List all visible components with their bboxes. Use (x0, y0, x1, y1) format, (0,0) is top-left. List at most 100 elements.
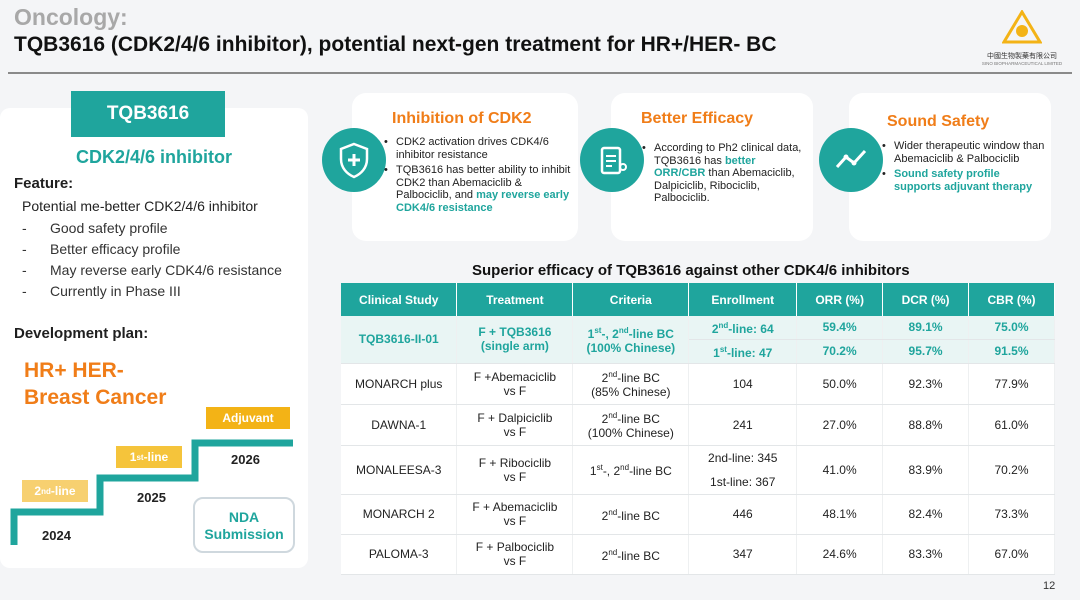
card-bullets: According to Ph2 clinical data, TQB3616 … (642, 142, 808, 208)
criteria-cell: 2nd-line BC (100% Chinese) (572, 404, 690, 446)
table-row: PALOMA-3 F + Palbociclib vs F 2nd-line BC… (341, 534, 1055, 575)
study-cell: MONALEESA-3 (341, 445, 458, 495)
treatment-cell: F + Palbociclib vs F (456, 534, 574, 575)
study-cell: MONARCH plus (341, 363, 458, 405)
enrollment-cell: 2nd-line: 345 1st-line: 367 (688, 445, 798, 495)
study-cell: PALOMA-3 (341, 534, 458, 575)
table-header-row: Clinical Study Treatment Criteria Enroll… (341, 283, 1055, 316)
enrollment-cell: 241 (688, 404, 798, 446)
table-row-tqb3616-b: 1st-line: 47 70.2% 95.7% 91.5% (341, 339, 1055, 364)
list-item: According to Ph2 clinical data, TQB3616 … (642, 142, 808, 205)
treatment-cell: F + TQB3616 (single arm) (456, 316, 574, 364)
column-header: Treatment (456, 283, 574, 316)
column-header: Clinical Study (341, 283, 458, 316)
dcr-cell: 83.9% (882, 445, 970, 495)
nda-submission-badge: NDA Submission (193, 497, 295, 553)
logo-triangle-icon (1001, 9, 1043, 44)
shield-plus-icon (322, 128, 386, 192)
enrollment-cell: 347 (688, 534, 798, 575)
year-2025: 2025 (137, 490, 166, 505)
list-item: CDK2 activation drives CDK4/6 inhibitor … (384, 136, 572, 161)
card-bullets: CDK2 activation drives CDK4/6 inhibitor … (384, 136, 572, 217)
study-cell: TQB3616-II-01 (341, 316, 458, 364)
criteria-cell: 1st-, 2nd-line BC (572, 445, 690, 495)
treatment-cell: F +Abemaciclib vs F (456, 363, 574, 405)
enrollment-cell: 104 (688, 363, 798, 405)
drug-class: CDK2/4/6 inhibitor (75, 147, 232, 167)
trend-line-icon (819, 128, 883, 192)
table-row: MONARCH 2 F + Abemaciclib vs F 2nd-line B… (341, 494, 1055, 535)
slide-title: TQB3616 (CDK2/4/6 inhibitor), potential … (14, 33, 777, 56)
orr-cell: 41.0% (796, 445, 884, 495)
dcr-cell: 92.3% (882, 363, 970, 405)
header-divider (8, 72, 1072, 74)
table-row-tqb3616: TQB3616-II-01 F + TQB3616 (single arm) 1s… (341, 316, 1055, 364)
enrollment-cell: 1st-line: 47 (688, 339, 798, 364)
dcr-cell: 95.7% (882, 339, 970, 364)
column-header: ORR (%) (796, 283, 884, 316)
orr-cell: 59.4% (796, 316, 884, 340)
enrollment-cell: 446 (688, 494, 798, 535)
card-title: Inhibition of CDK2 (392, 110, 532, 127)
drug-name-tag: TQB3616 (71, 91, 225, 137)
company-logo: 中國生物製藥有限公司 SINO BIOPHARMACEUTICAL LIMITE… (980, 9, 1064, 66)
orr-cell: 70.2% (796, 339, 884, 364)
card-title: Better Efficacy (641, 110, 754, 127)
orr-cell: 24.6% (796, 534, 884, 575)
list-item: - Better efficacy profile (22, 241, 181, 257)
column-header: CBR (%) (968, 283, 1055, 316)
column-header: Enrollment (688, 283, 798, 316)
criteria-cell: 2nd-line BC (572, 494, 690, 535)
logo-english-name: SINO BIOPHARMACEUTICAL LIMITED (981, 61, 1063, 66)
cbr-cell: 77.9% (968, 363, 1055, 405)
list-item: Wider therapeutic window than Abemacicli… (882, 140, 1048, 165)
card-title: Sound Safety (887, 113, 990, 130)
orr-cell: 48.1% (796, 494, 884, 535)
cbr-cell: 91.5% (968, 339, 1055, 364)
study-cell: DAWNA-1 (341, 404, 458, 446)
indication-title: HR+ HER- Breast Cancer (24, 359, 167, 409)
feature-heading: Feature: (14, 175, 74, 192)
cbr-cell: 70.2% (968, 445, 1055, 495)
cbr-cell: 75.0% (968, 316, 1055, 340)
treatment-cell: F + Abemaciclib vs F (456, 494, 574, 535)
dcr-cell: 88.8% (882, 404, 970, 446)
dcr-cell: 83.3% (882, 534, 970, 575)
dcr-cell: 82.4% (882, 494, 970, 535)
table-row: DAWNA-1 F + Dalpiciclib vs F 2nd-line BC(… (341, 404, 1055, 446)
table-row: MONARCH plus F +Abemaciclib vs F 2nd-line… (341, 363, 1055, 405)
treatment-cell: F + Dalpiciclib vs F (456, 404, 574, 446)
list-item: - Currently in Phase III (22, 283, 181, 299)
orr-cell: 27.0% (796, 404, 884, 446)
cbr-cell: 67.0% (968, 534, 1055, 575)
criteria-cell: 2nd-line BC (85% Chinese) (572, 363, 690, 405)
cbr-cell: 73.3% (968, 494, 1055, 535)
table-row: MONALEESA-3 F + Ribociclib vs F 1st-, 2nd… (341, 445, 1055, 495)
list-item: - Good safety profile (22, 220, 168, 236)
card-bullets: Wider therapeutic window than Abemacicli… (882, 140, 1048, 196)
dcr-cell: 89.1% (882, 316, 970, 340)
page-number: 12 (1043, 580, 1056, 592)
list-item: Sound safety profile supports adjuvant t… (882, 168, 1048, 193)
section-kicker: Oncology: (14, 4, 128, 30)
criteria-cell: 2nd-line BC (572, 534, 690, 575)
cbr-cell: 61.0% (968, 404, 1055, 446)
year-2026: 2026 (231, 452, 260, 467)
enrollment-cell: 2nd-line: 64 (688, 316, 798, 340)
feature-list: - Good safety profile - Better efficacy pr… (22, 219, 292, 303)
efficacy-table: Clinical Study Treatment Criteria Enroll… (341, 283, 1055, 575)
list-item: - May reverse early CDK4/6 resistance (22, 262, 282, 278)
orr-cell: 50.0% (796, 363, 884, 405)
clipboard-stethoscope-icon (580, 128, 644, 192)
table-title: Superior efficacy of TQB3616 against oth… (472, 262, 910, 279)
column-header: Criteria (572, 283, 690, 316)
development-plan-heading: Development plan: (14, 325, 149, 342)
step-label-adjuvant: Adjuvant (206, 407, 290, 429)
card-sound-safety (849, 93, 1051, 241)
criteria-cell: 1st-, 2nd-line BC (100% Chinese) (572, 316, 690, 364)
treatment-cell: F + Ribociclib vs F (456, 445, 574, 495)
development-staircase (10, 439, 293, 545)
feature-lead: Potential me-better CDK2/4/6 inhibitor (22, 198, 258, 214)
